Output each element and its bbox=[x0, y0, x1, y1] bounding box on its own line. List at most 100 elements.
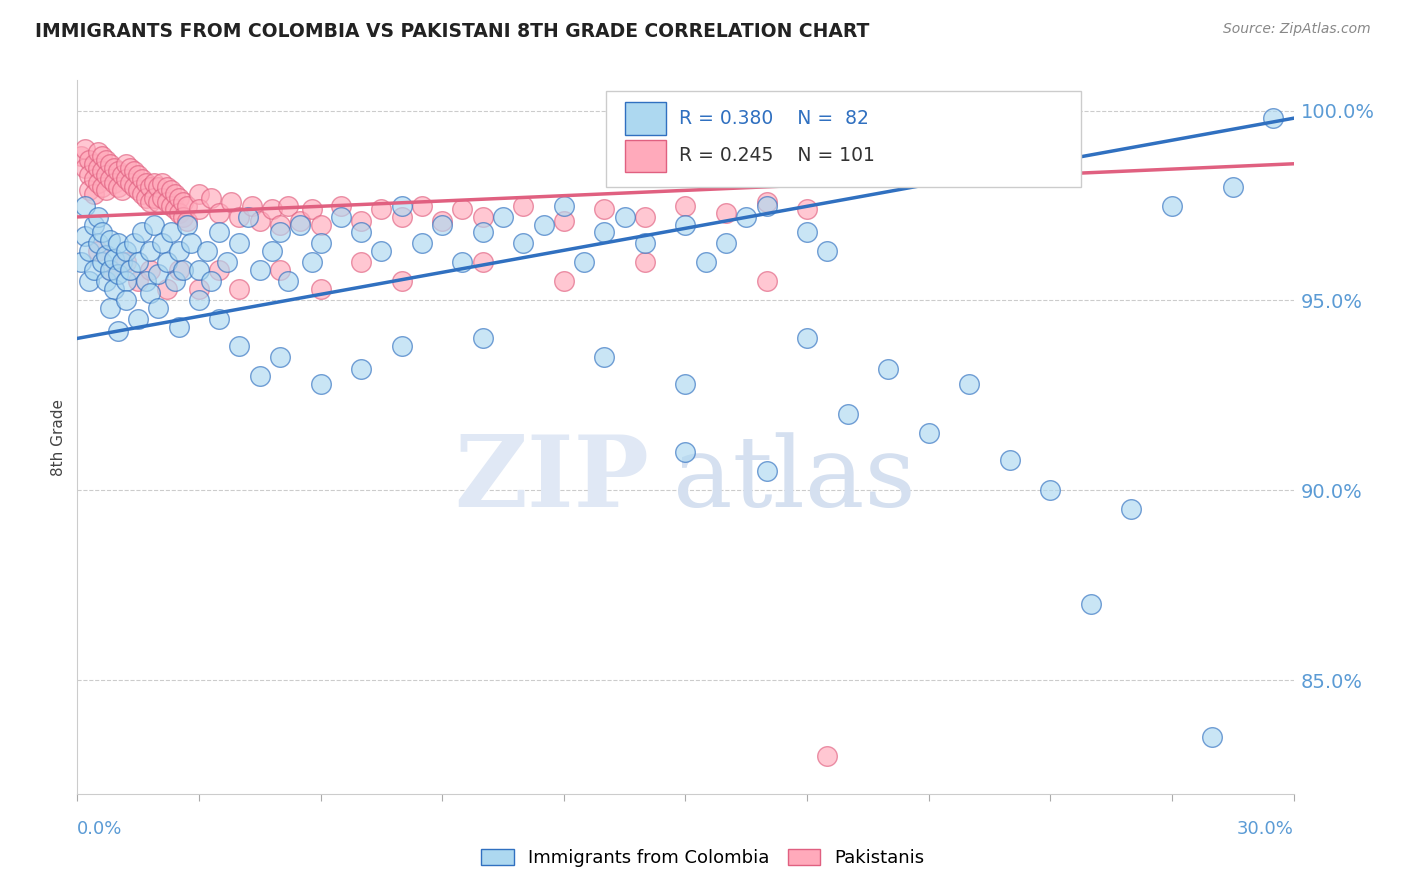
Point bbox=[94, 168, 117, 182]
Point bbox=[103, 282, 125, 296]
Point bbox=[1201, 730, 1223, 744]
Point bbox=[86, 145, 108, 160]
Point bbox=[877, 361, 900, 376]
Point bbox=[735, 210, 758, 224]
Point bbox=[1222, 179, 1244, 194]
Point bbox=[75, 198, 97, 212]
Point bbox=[98, 172, 121, 186]
Point bbox=[755, 194, 778, 209]
Point bbox=[111, 168, 134, 182]
Point bbox=[512, 236, 534, 251]
Point bbox=[329, 198, 352, 212]
Point bbox=[695, 255, 717, 269]
Point bbox=[228, 236, 250, 251]
Point bbox=[188, 293, 211, 308]
Point bbox=[70, 149, 93, 163]
Point bbox=[148, 267, 170, 281]
Point bbox=[432, 213, 454, 227]
Legend: Immigrants from Colombia, Pakistanis: Immigrants from Colombia, Pakistanis bbox=[474, 841, 932, 874]
Point bbox=[350, 361, 373, 376]
Point bbox=[83, 157, 105, 171]
Point bbox=[228, 339, 250, 353]
Point bbox=[115, 157, 138, 171]
Point bbox=[148, 179, 170, 194]
Point bbox=[329, 210, 352, 224]
FancyBboxPatch shape bbox=[606, 91, 1081, 187]
Point bbox=[135, 275, 157, 289]
Point bbox=[290, 218, 312, 232]
Point bbox=[90, 225, 112, 239]
Point bbox=[260, 202, 283, 217]
Point bbox=[94, 248, 117, 262]
Point bbox=[755, 464, 778, 478]
Point bbox=[107, 236, 129, 251]
Point bbox=[217, 255, 239, 269]
Point bbox=[127, 168, 149, 182]
Point bbox=[451, 202, 474, 217]
Point bbox=[796, 202, 818, 217]
Point bbox=[107, 267, 129, 281]
Point bbox=[755, 275, 778, 289]
Y-axis label: 8th Grade: 8th Grade bbox=[51, 399, 66, 475]
Point bbox=[391, 339, 413, 353]
Point bbox=[675, 376, 697, 391]
Point bbox=[122, 179, 145, 194]
Point bbox=[94, 275, 117, 289]
Point bbox=[103, 176, 125, 190]
Point bbox=[127, 183, 149, 197]
Point bbox=[176, 198, 198, 212]
Point bbox=[411, 198, 433, 212]
Point bbox=[269, 218, 291, 232]
Point bbox=[86, 161, 108, 175]
Point bbox=[122, 236, 145, 251]
Point bbox=[391, 275, 413, 289]
Point bbox=[143, 191, 166, 205]
Point bbox=[957, 376, 980, 391]
Point bbox=[83, 187, 105, 202]
Text: Source: ZipAtlas.com: Source: ZipAtlas.com bbox=[1223, 22, 1371, 37]
Point bbox=[135, 191, 157, 205]
Point bbox=[118, 176, 141, 190]
Point bbox=[309, 376, 332, 391]
Point bbox=[139, 179, 162, 194]
Point bbox=[471, 255, 494, 269]
Point bbox=[236, 210, 259, 224]
Point bbox=[107, 324, 129, 338]
Point bbox=[391, 210, 413, 224]
Point bbox=[572, 255, 595, 269]
Point bbox=[634, 236, 657, 251]
Point bbox=[98, 301, 121, 315]
Point bbox=[172, 194, 194, 209]
Point bbox=[118, 263, 141, 277]
Point bbox=[290, 213, 312, 227]
Text: 0.0%: 0.0% bbox=[77, 820, 122, 838]
Point bbox=[553, 198, 575, 212]
Point bbox=[75, 161, 97, 175]
Text: atlas: atlas bbox=[673, 432, 917, 528]
Point bbox=[208, 312, 231, 326]
Point bbox=[86, 236, 108, 251]
Point bbox=[167, 191, 190, 205]
Point bbox=[127, 312, 149, 326]
Point bbox=[675, 218, 697, 232]
Point bbox=[432, 218, 454, 232]
Point bbox=[127, 275, 149, 289]
Point bbox=[90, 164, 112, 178]
Point bbox=[451, 255, 474, 269]
Point bbox=[86, 244, 108, 258]
Point bbox=[249, 213, 271, 227]
Point bbox=[553, 275, 575, 289]
Point bbox=[533, 218, 555, 232]
Point bbox=[163, 187, 186, 202]
Point bbox=[309, 282, 332, 296]
Point bbox=[815, 244, 838, 258]
Point bbox=[90, 255, 112, 269]
Point bbox=[391, 198, 413, 212]
Point bbox=[593, 225, 616, 239]
Point bbox=[167, 263, 190, 277]
Point bbox=[675, 445, 697, 459]
Point bbox=[714, 236, 737, 251]
Point bbox=[135, 176, 157, 190]
Point bbox=[79, 168, 101, 182]
Point bbox=[675, 198, 697, 212]
